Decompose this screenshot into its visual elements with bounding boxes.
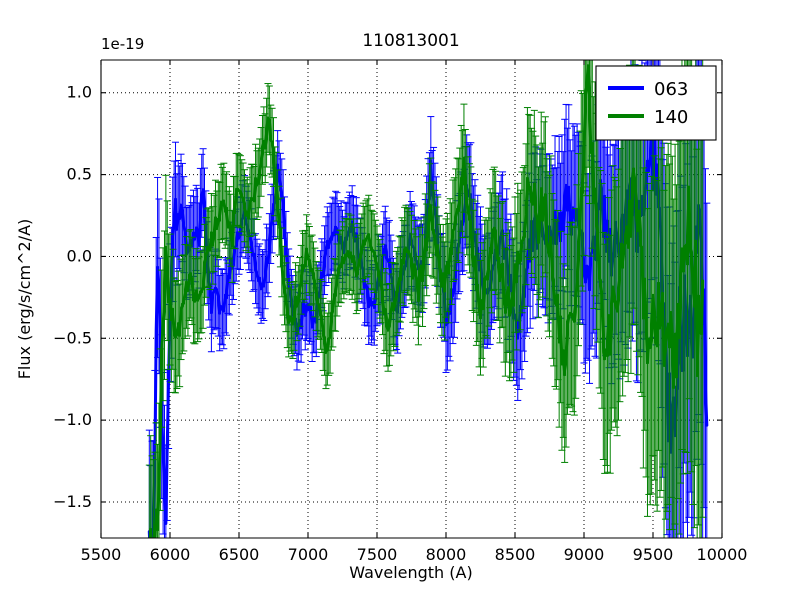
- legend-label-140: 140: [654, 107, 688, 128]
- data-layer: [145, 60, 711, 538]
- x-tick-label: 9500: [633, 545, 674, 564]
- series-140: [145, 60, 707, 538]
- x-tick-label: 5500: [81, 545, 122, 564]
- y-tick-label: 0.5: [67, 165, 92, 184]
- y-tick-label: −1.5: [53, 492, 92, 511]
- x-tick-label: 8000: [426, 545, 467, 564]
- tick-layer: 5500 6000 6500 7000 7500 8000 8500 9000 9500 1000…: [53, 60, 747, 564]
- x-axis-label: Wavelength (A): [349, 563, 472, 582]
- clipped-series-group: [145, 60, 711, 538]
- x-tick-label: 6000: [150, 545, 191, 564]
- x-tick-label: 6500: [219, 545, 260, 564]
- y-axis-label: Flux (erg/s/cm^2/A): [15, 219, 34, 380]
- y-tick-label: 0.0: [67, 246, 92, 265]
- page-title: 110813001: [362, 31, 459, 51]
- y-axis-offset-label: 1e-19: [101, 35, 144, 53]
- legend-label-063: 063: [654, 79, 688, 100]
- x-tick-label: 8500: [495, 545, 536, 564]
- legend-box: [595, 65, 717, 141]
- series-line-140: [148, 64, 705, 538]
- axes-spines: [100, 59, 723, 539]
- x-tick-label: 7000: [288, 545, 329, 564]
- y-tick-label: 1.0: [67, 83, 92, 102]
- y-tick-label: −1.0: [53, 410, 92, 429]
- x-tick-label: 7500: [357, 545, 398, 564]
- y-tick-label: −0.5: [53, 328, 92, 347]
- x-tick-label: 9000: [564, 545, 605, 564]
- x-tick-label: 10000: [697, 545, 748, 564]
